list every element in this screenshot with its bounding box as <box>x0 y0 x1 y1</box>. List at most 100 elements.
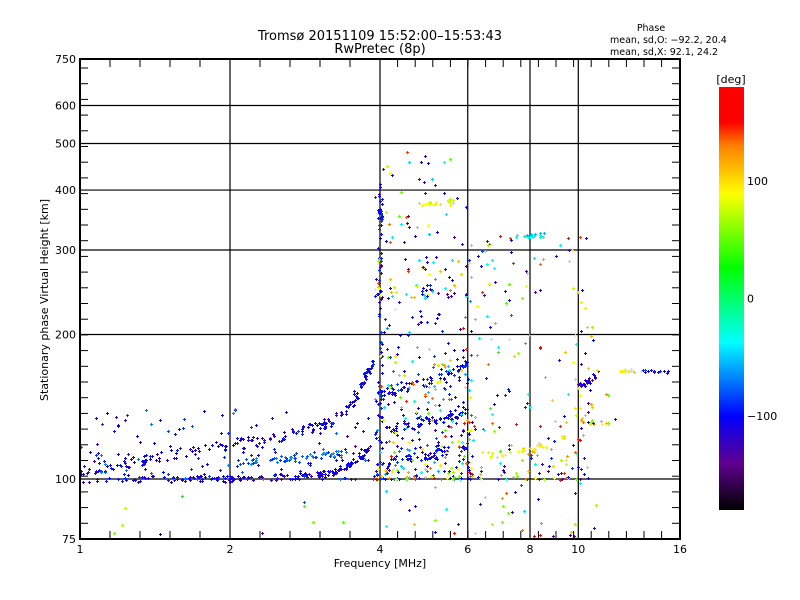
data-point <box>380 331 383 334</box>
data-point <box>433 461 436 464</box>
data-point <box>389 356 392 359</box>
data-point <box>374 295 377 298</box>
data-point <box>372 478 375 481</box>
data-point <box>539 236 542 239</box>
data-point <box>269 459 272 462</box>
data-point <box>449 410 452 413</box>
data-point <box>124 507 127 510</box>
data-point <box>386 165 389 168</box>
data-point <box>356 422 359 425</box>
data-point <box>232 444 235 447</box>
data-point <box>137 481 140 484</box>
data-point <box>339 465 342 468</box>
data-point <box>484 250 487 253</box>
data-point <box>481 291 484 294</box>
data-point <box>394 431 397 434</box>
data-point <box>529 236 532 239</box>
data-point <box>379 389 382 392</box>
data-point <box>406 151 409 154</box>
data-point <box>499 462 502 465</box>
data-point <box>423 294 426 297</box>
data-point <box>416 417 419 420</box>
y-tick-label: 600 <box>55 100 76 113</box>
data-point <box>530 454 533 457</box>
data-point <box>240 437 243 440</box>
data-point <box>591 379 594 382</box>
data-point <box>407 270 410 273</box>
data-point <box>421 293 424 296</box>
data-point <box>309 453 312 456</box>
data-point <box>358 452 361 455</box>
data-point <box>460 273 463 276</box>
data-point <box>274 451 277 454</box>
data-point <box>424 192 427 195</box>
data-point <box>444 366 447 369</box>
data-point <box>563 435 566 438</box>
data-point <box>484 496 487 499</box>
data-point <box>320 457 323 460</box>
data-point <box>444 429 447 432</box>
data-point <box>461 243 464 246</box>
data-point <box>529 447 532 450</box>
data-point <box>531 450 534 453</box>
data-point <box>458 475 461 478</box>
data-point <box>197 447 200 450</box>
data-point <box>539 232 542 235</box>
data-point <box>417 431 420 434</box>
data-point <box>454 286 457 289</box>
data-point <box>424 268 427 271</box>
data-point <box>557 473 560 476</box>
data-point <box>331 422 334 425</box>
data-point <box>504 454 507 457</box>
data-point <box>257 464 260 467</box>
data-point <box>392 370 395 373</box>
plot-frame <box>79 58 681 540</box>
data-point <box>449 204 452 207</box>
data-point <box>417 323 420 326</box>
data-point <box>291 428 294 431</box>
data-point <box>189 476 192 479</box>
data-point <box>385 426 388 429</box>
data-point <box>577 383 580 386</box>
data-point <box>457 260 460 263</box>
data-point <box>143 455 146 458</box>
data-point <box>600 420 603 423</box>
data-point <box>474 318 477 321</box>
data-point <box>607 394 610 397</box>
data-point <box>121 480 124 483</box>
data-point <box>379 307 382 310</box>
data-point <box>125 465 128 468</box>
data-point <box>477 255 480 258</box>
data-point <box>454 409 457 412</box>
data-point <box>469 478 472 481</box>
data-point <box>418 425 421 428</box>
data-point <box>462 349 465 352</box>
data-point <box>574 407 577 410</box>
data-point <box>380 257 383 260</box>
data-point <box>434 404 437 407</box>
data-point <box>327 451 330 454</box>
data-point <box>429 467 432 470</box>
data-point <box>438 404 441 407</box>
data-point <box>375 478 378 481</box>
data-point <box>533 257 536 260</box>
data-point <box>380 407 383 410</box>
data-point <box>340 414 343 417</box>
data-point <box>470 276 473 279</box>
data-point <box>414 235 417 238</box>
data-point <box>383 331 386 334</box>
data-point <box>428 386 431 389</box>
data-point <box>596 369 599 372</box>
data-point <box>333 455 336 458</box>
data-point <box>379 237 382 240</box>
data-point <box>570 531 573 534</box>
data-point <box>378 436 381 439</box>
data-point <box>574 451 577 454</box>
data-point <box>571 249 574 252</box>
data-point <box>453 284 456 287</box>
data-point <box>364 375 367 378</box>
data-point <box>380 395 383 398</box>
data-point <box>530 233 533 236</box>
data-point <box>279 459 282 462</box>
data-point <box>527 453 530 456</box>
